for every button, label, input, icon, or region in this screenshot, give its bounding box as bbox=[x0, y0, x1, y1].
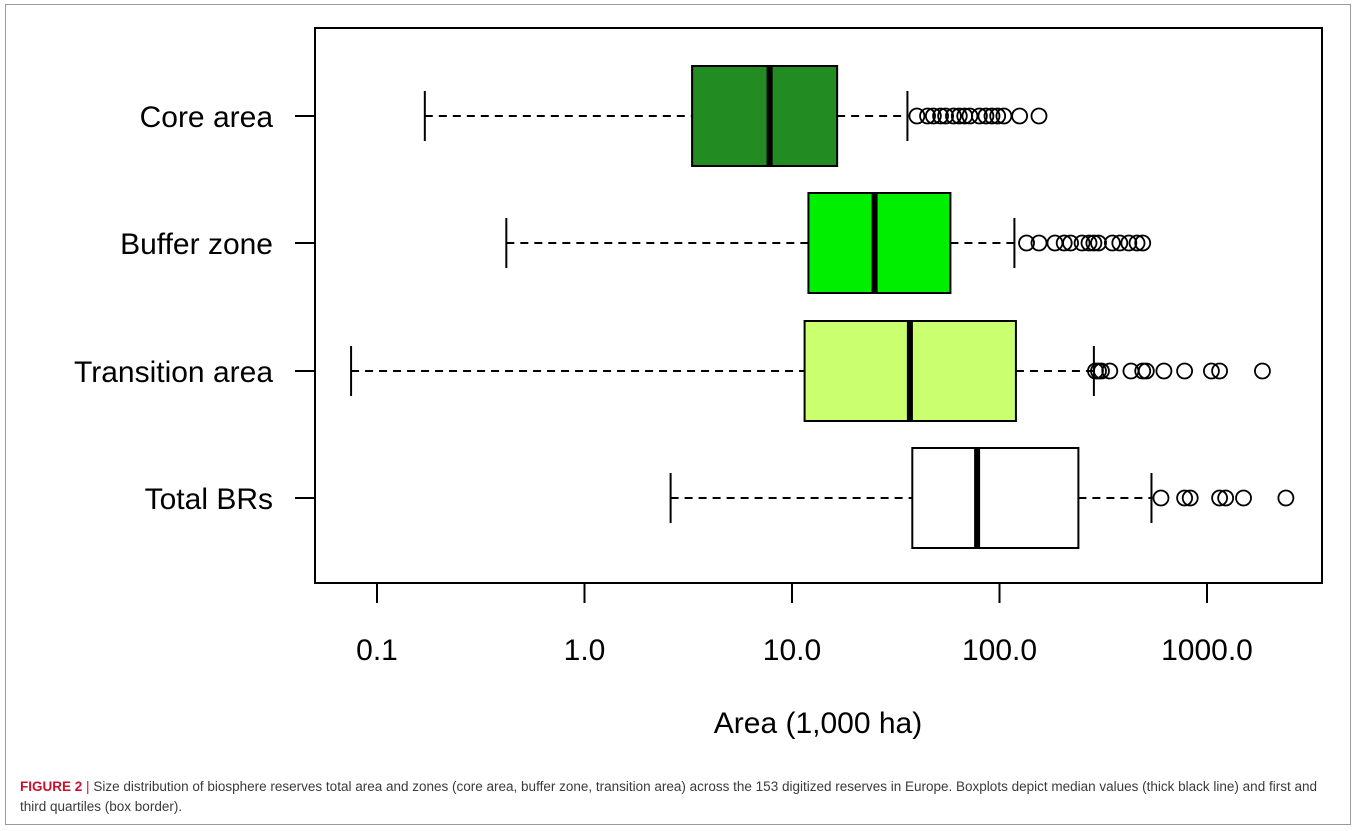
outlier-point-total-brs bbox=[1217, 489, 1235, 507]
outlier-point-total-brs bbox=[1235, 489, 1252, 507]
x-axis: 0.1 1.0 10.0 100.0 1000.0 bbox=[356, 582, 1253, 667]
boxes-layer bbox=[350, 65, 1295, 549]
y-axis: Core area Buffer zone Transition area Total… bbox=[74, 101, 315, 516]
x-tick-label: 1.0 bbox=[564, 634, 606, 667]
outlier-point-total-brs bbox=[1152, 489, 1170, 507]
outlier-point-transition-area bbox=[1093, 362, 1110, 380]
outlier-point-core-area bbox=[908, 107, 926, 125]
boxplot-chart: Core area Buffer zone Transition area Total… bbox=[74, 27, 1323, 740]
outlier-point-transition-area bbox=[1155, 362, 1173, 380]
outlier-point-buffer-zone bbox=[1120, 234, 1138, 252]
outlier-point-buffer-zone bbox=[1018, 234, 1035, 252]
outlier-point-core-area bbox=[950, 107, 968, 125]
outlier-point-buffer-zone bbox=[1090, 234, 1107, 252]
outlier-point-total-brs bbox=[1181, 489, 1199, 507]
x-tick-label: 10.0 bbox=[763, 634, 821, 667]
y-tick-label-buffer-zone: Buffer zone bbox=[120, 228, 273, 261]
outlier-point-transition-area bbox=[1211, 362, 1228, 380]
outlier-point-core-area bbox=[1011, 107, 1029, 125]
outlier-point-buffer-zone bbox=[1085, 234, 1103, 252]
box-group-transition-area bbox=[350, 320, 1271, 422]
caption-text: Size distribution of biosphere reserves … bbox=[20, 779, 1317, 814]
outlier-point-core-area bbox=[961, 107, 979, 125]
outlier-point-buffer-zone bbox=[1080, 234, 1098, 252]
outlier-point-core-area bbox=[983, 107, 1001, 125]
y-tick-label-transition-area: Transition area bbox=[74, 356, 273, 389]
figure-frame bbox=[5, 4, 1351, 825]
outlier-point-core-area bbox=[977, 107, 995, 125]
outlier-point-total-brs bbox=[1211, 489, 1228, 507]
caption-label: FIGURE 2 bbox=[20, 779, 83, 794]
box-core-area bbox=[691, 65, 839, 167]
outlier-point-buffer-zone bbox=[1103, 234, 1121, 252]
box-group-total-brs bbox=[669, 447, 1295, 549]
figure-caption: FIGURE 2 | Size distribution of biospher… bbox=[20, 777, 1340, 817]
outlier-point-transition-area bbox=[1134, 362, 1152, 380]
box-total-brs bbox=[911, 447, 1080, 549]
outlier-point-transition-area bbox=[1202, 362, 1220, 380]
box-buffer-zone bbox=[807, 192, 952, 294]
y-tick-label-total-brs: Total BRs bbox=[145, 483, 273, 516]
box-group-core-area bbox=[423, 65, 1048, 167]
outlier-point-core-area bbox=[937, 107, 955, 125]
outlier-point-core-area bbox=[989, 107, 1007, 125]
outlier-point-buffer-zone bbox=[1055, 234, 1073, 252]
outlier-point-total-brs bbox=[1277, 489, 1295, 507]
outlier-point-core-area bbox=[945, 107, 962, 125]
outlier-point-buffer-zone bbox=[1134, 234, 1152, 252]
outlier-point-buffer-zone bbox=[1128, 234, 1146, 252]
outlier-point-total-brs bbox=[1176, 489, 1194, 507]
box-group-buffer-zone bbox=[505, 192, 1152, 294]
outlier-point-transition-area bbox=[1254, 362, 1271, 380]
x-axis-title: Area (1,000 ha) bbox=[714, 707, 922, 740]
outlier-point-transition-area bbox=[1176, 362, 1194, 380]
x-tick-label: 0.1 bbox=[356, 634, 398, 667]
outlier-point-core-area bbox=[919, 107, 936, 125]
x-tick-label: 1000.0 bbox=[1161, 634, 1253, 667]
x-tick-label: 100.0 bbox=[962, 634, 1037, 667]
outlier-point-transition-area bbox=[1101, 362, 1119, 380]
y-tick-label-core-area: Core area bbox=[140, 101, 274, 134]
outlier-point-buffer-zone bbox=[1073, 234, 1091, 252]
outlier-point-core-area bbox=[924, 107, 942, 125]
outlier-point-core-area bbox=[932, 107, 949, 125]
outlier-point-core-area bbox=[970, 107, 988, 125]
outlier-point-buffer-zone bbox=[1111, 234, 1129, 252]
outlier-point-core-area bbox=[1030, 107, 1048, 125]
caption-separator: | bbox=[86, 779, 90, 794]
outlier-point-buffer-zone bbox=[1030, 234, 1048, 252]
outlier-point-buffer-zone bbox=[1062, 234, 1079, 252]
outlier-point-transition-area bbox=[1137, 362, 1155, 380]
